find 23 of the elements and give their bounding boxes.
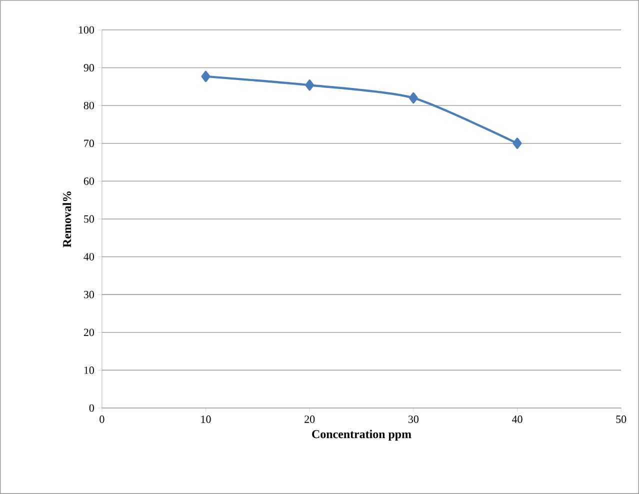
- x-tick-label: 0: [100, 416, 104, 423]
- y-tick-label: 40: [84, 253, 94, 260]
- point: [201, 70, 210, 82]
- y-axis-title: Removal%: [62, 192, 72, 248]
- y-tick-label: 60: [84, 177, 94, 185]
- point: [512, 138, 522, 149]
- x-axis-title: Concentration ppm: [312, 430, 412, 441]
- x-tick-label: 20: [304, 416, 315, 423]
- y-tick-label: 10: [84, 366, 94, 374]
- point: [408, 92, 418, 104]
- y-tick-label: 50: [84, 215, 94, 223]
- y-tick-label: 0: [89, 404, 94, 412]
- y-tick-label: 100: [78, 26, 94, 34]
- y-tick-label: 80: [84, 102, 94, 110]
- y-tick-label: 30: [84, 290, 94, 298]
- x-tick-label: 40: [512, 416, 522, 423]
- x-tick-label: 50: [616, 416, 626, 423]
- point: [305, 80, 314, 91]
- x-tick-label: 10: [201, 416, 211, 423]
- x-tick-label: 30: [408, 416, 418, 423]
- y-tick-label: 90: [84, 64, 94, 72]
- y-tick-label: 20: [84, 328, 94, 336]
- y-tick-label: 70: [84, 140, 94, 148]
